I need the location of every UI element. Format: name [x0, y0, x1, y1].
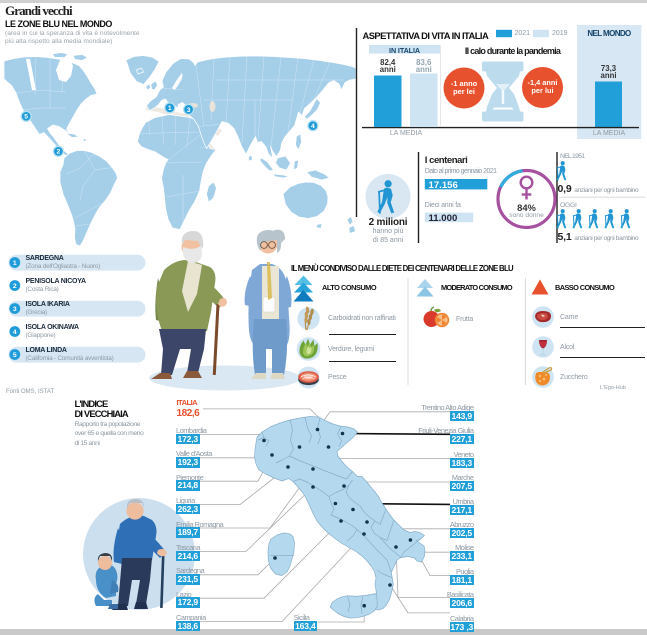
- svg-text:2: 2: [13, 283, 17, 290]
- svg-text:1: 1: [13, 260, 17, 267]
- svg-text:4: 4: [311, 123, 315, 130]
- svg-text:5: 5: [13, 352, 17, 359]
- svg-text:1: 1: [168, 105, 172, 112]
- svg-text:4: 4: [13, 329, 17, 336]
- svg-text:2: 2: [57, 149, 61, 156]
- svg-text:5: 5: [24, 114, 28, 121]
- svg-text:3: 3: [187, 107, 191, 114]
- svg-text:3: 3: [13, 306, 17, 313]
